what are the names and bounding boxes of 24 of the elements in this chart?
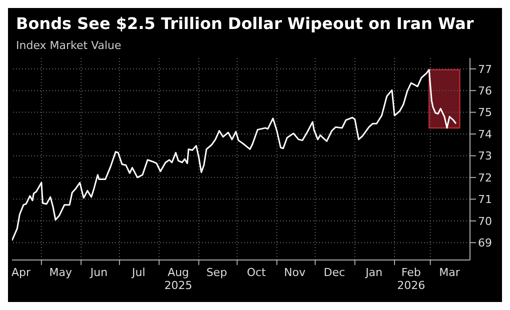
chart-title: Bonds See $2.5 Trillion Dollar Wipeout on Iran War	[15, 13, 475, 33]
x-tick-label: May	[49, 266, 72, 279]
x-tick-label: Apr	[11, 266, 31, 279]
x-tick-label: Jan	[364, 266, 383, 279]
y-tick-label: 69	[478, 236, 492, 250]
x-tick-label: Mar	[439, 266, 460, 279]
x-tick-label: Aug 2025	[164, 266, 192, 292]
y-tick-label: 76	[478, 84, 492, 98]
y-tick-label: 73	[478, 150, 492, 163]
y-tick-label: 77	[478, 62, 492, 76]
x-tick-label: Jul	[131, 266, 146, 279]
x-tick-label: Oct	[246, 266, 267, 279]
y-tick-label: 75	[478, 106, 492, 120]
x-tick-label: Nov	[284, 266, 306, 279]
x-tick-label: Dec	[324, 266, 346, 279]
y-tick-label: 70	[478, 214, 492, 228]
y-tick-label: 72	[478, 171, 492, 184]
x-tick-label: Feb 2026	[397, 266, 426, 292]
y-tick-label: 74	[478, 128, 492, 141]
line-series	[12, 68, 457, 242]
y-tick-label: 71	[478, 193, 492, 206]
x-tick-label: Jun	[89, 266, 108, 279]
chart-subtitle: Index Market Value	[15, 38, 122, 52]
x-tick-label: Sep	[206, 266, 228, 279]
